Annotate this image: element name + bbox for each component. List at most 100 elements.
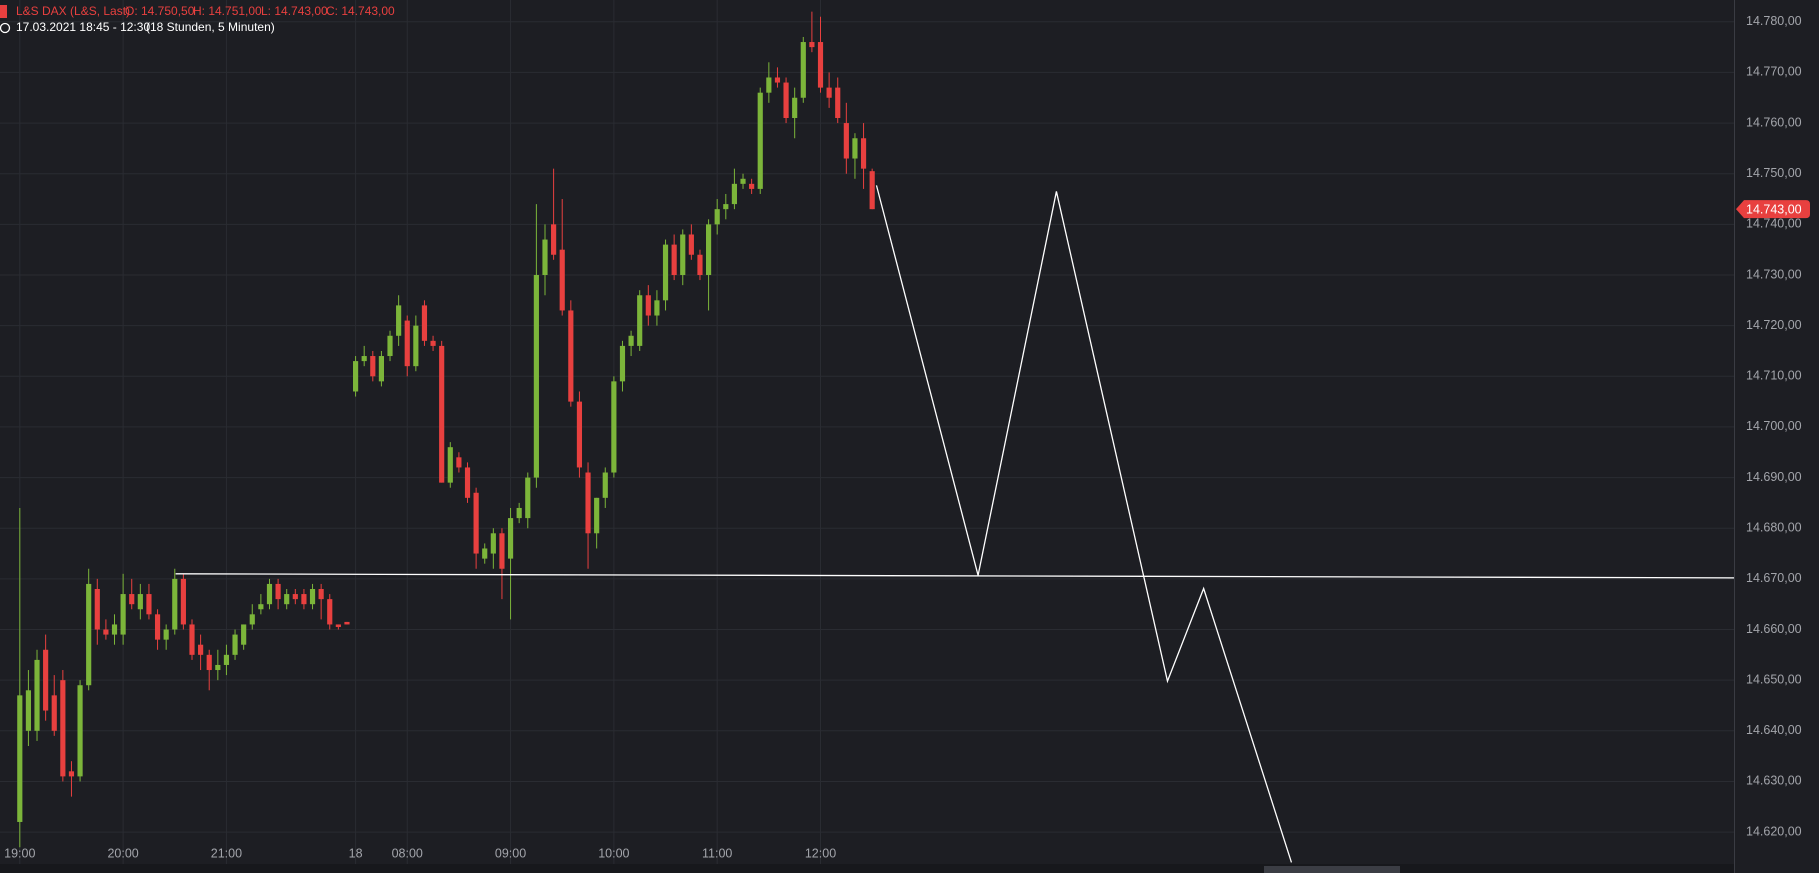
candle-body <box>619 345 626 382</box>
candle-body <box>146 594 152 615</box>
candle-body <box>120 594 126 635</box>
ohlc-close: C: 14.743,00 <box>326 4 395 18</box>
candle-body <box>447 447 453 483</box>
candle-body <box>77 685 83 777</box>
y-tick-label: 14.680,00 <box>1746 521 1802 535</box>
candle-body <box>370 356 376 377</box>
candle-body <box>662 244 669 301</box>
candle-body <box>551 224 557 255</box>
candle-body <box>352 361 359 392</box>
candle-body <box>137 594 143 610</box>
candle-body <box>258 604 264 610</box>
period: (18 Stunden, 5 Minuten) <box>146 20 275 34</box>
grid <box>0 0 1734 864</box>
candle-body <box>361 356 367 362</box>
axis-labels: 14.620,00 14.630,00 14.640,00 14.650,00 14.6… <box>4 14 1810 860</box>
candle-body <box>860 138 867 169</box>
candle-body <box>129 594 135 605</box>
candle-body <box>740 178 746 184</box>
candle-body <box>482 548 488 559</box>
candle-body <box>499 533 505 569</box>
candle-body <box>172 578 178 630</box>
scrollbar-track <box>0 864 1734 873</box>
x-tick-label: 21:00 <box>211 846 242 860</box>
candle-body <box>25 690 31 731</box>
y-tick-label: 14.730,00 <box>1746 267 1802 281</box>
candle-body <box>396 305 402 336</box>
candle-body <box>749 183 755 189</box>
candle-body <box>301 594 307 605</box>
last-price-tag <box>1736 200 1810 219</box>
candle-body <box>439 345 445 483</box>
y-tick-label: 14.620,00 <box>1746 824 1802 838</box>
date-range: 17.03.2021 18:45 - 12:30 <box>16 20 150 34</box>
candle-body <box>335 624 341 627</box>
candle-body <box>714 209 720 225</box>
y-tick-label: 14.630,00 <box>1746 774 1802 788</box>
candle-body <box>533 275 539 478</box>
candle-body <box>94 588 100 630</box>
y-tick-label: 14.670,00 <box>1746 571 1802 585</box>
candle-body <box>43 649 49 711</box>
candle-body <box>180 578 186 625</box>
x-tick-label: 12:00 <box>805 846 836 860</box>
y-tick-label: 14.720,00 <box>1746 318 1802 332</box>
candle-body <box>671 244 677 276</box>
candle-body <box>792 97 798 119</box>
x-tick-label: 08:00 <box>392 846 423 860</box>
candle-body <box>404 320 410 367</box>
candle-body <box>688 234 694 255</box>
candle-body <box>421 305 428 341</box>
candle-body <box>154 614 161 640</box>
candle-body <box>654 300 660 316</box>
last-price-label: 14.743,00 <box>1746 202 1802 216</box>
candle-body <box>835 87 841 119</box>
y-tick-label: 14.700,00 <box>1746 419 1802 433</box>
candle-body <box>413 325 419 367</box>
candle-body <box>266 583 273 605</box>
candle-body <box>86 583 92 686</box>
candle-body <box>542 239 548 276</box>
drawing-line <box>875 185 1293 863</box>
candle-body <box>464 467 471 498</box>
candle-body <box>111 624 118 635</box>
candle-body <box>249 614 255 625</box>
y-tick-label: 14.710,00 <box>1746 369 1802 383</box>
candle-body <box>843 123 849 159</box>
candle-body <box>602 472 608 498</box>
candle-body <box>378 356 384 382</box>
y-tick-label: 14.660,00 <box>1746 622 1802 636</box>
candle-body <box>103 629 109 635</box>
candle-body <box>766 77 772 93</box>
ohlc-low: L: 14.743,00 <box>261 4 328 18</box>
candle-body <box>680 234 686 276</box>
candle-body <box>576 401 583 468</box>
candle-body <box>68 771 75 777</box>
candle-body <box>697 254 703 276</box>
candle-body <box>525 477 531 519</box>
candle-body <box>852 138 858 159</box>
candle-body <box>456 457 462 468</box>
y-tick-label: 14.690,00 <box>1746 470 1802 484</box>
candle-body <box>60 680 66 777</box>
x-tick-label: 10:00 <box>598 846 629 860</box>
y-tick-label: 14.760,00 <box>1746 115 1802 129</box>
candle-body <box>51 695 57 731</box>
candle-body <box>34 659 40 731</box>
y-tick-label: 14.750,00 <box>1746 166 1802 180</box>
candle-body <box>292 594 298 600</box>
candle-body <box>817 42 824 88</box>
ohlc-open: O: 14.750,50 <box>125 4 195 18</box>
candle-body <box>723 204 729 210</box>
y-tick-label: 14.770,00 <box>1746 65 1802 79</box>
candle-body <box>232 634 238 655</box>
candle-body <box>628 335 634 346</box>
y-tick-label: 14.650,00 <box>1746 672 1802 686</box>
candle-body <box>826 87 832 98</box>
candle-body <box>585 472 591 534</box>
candle-body <box>490 533 496 554</box>
candle-body <box>611 381 617 473</box>
scrollbar-thumb[interactable] <box>1264 866 1400 873</box>
candle-body <box>344 621 350 625</box>
